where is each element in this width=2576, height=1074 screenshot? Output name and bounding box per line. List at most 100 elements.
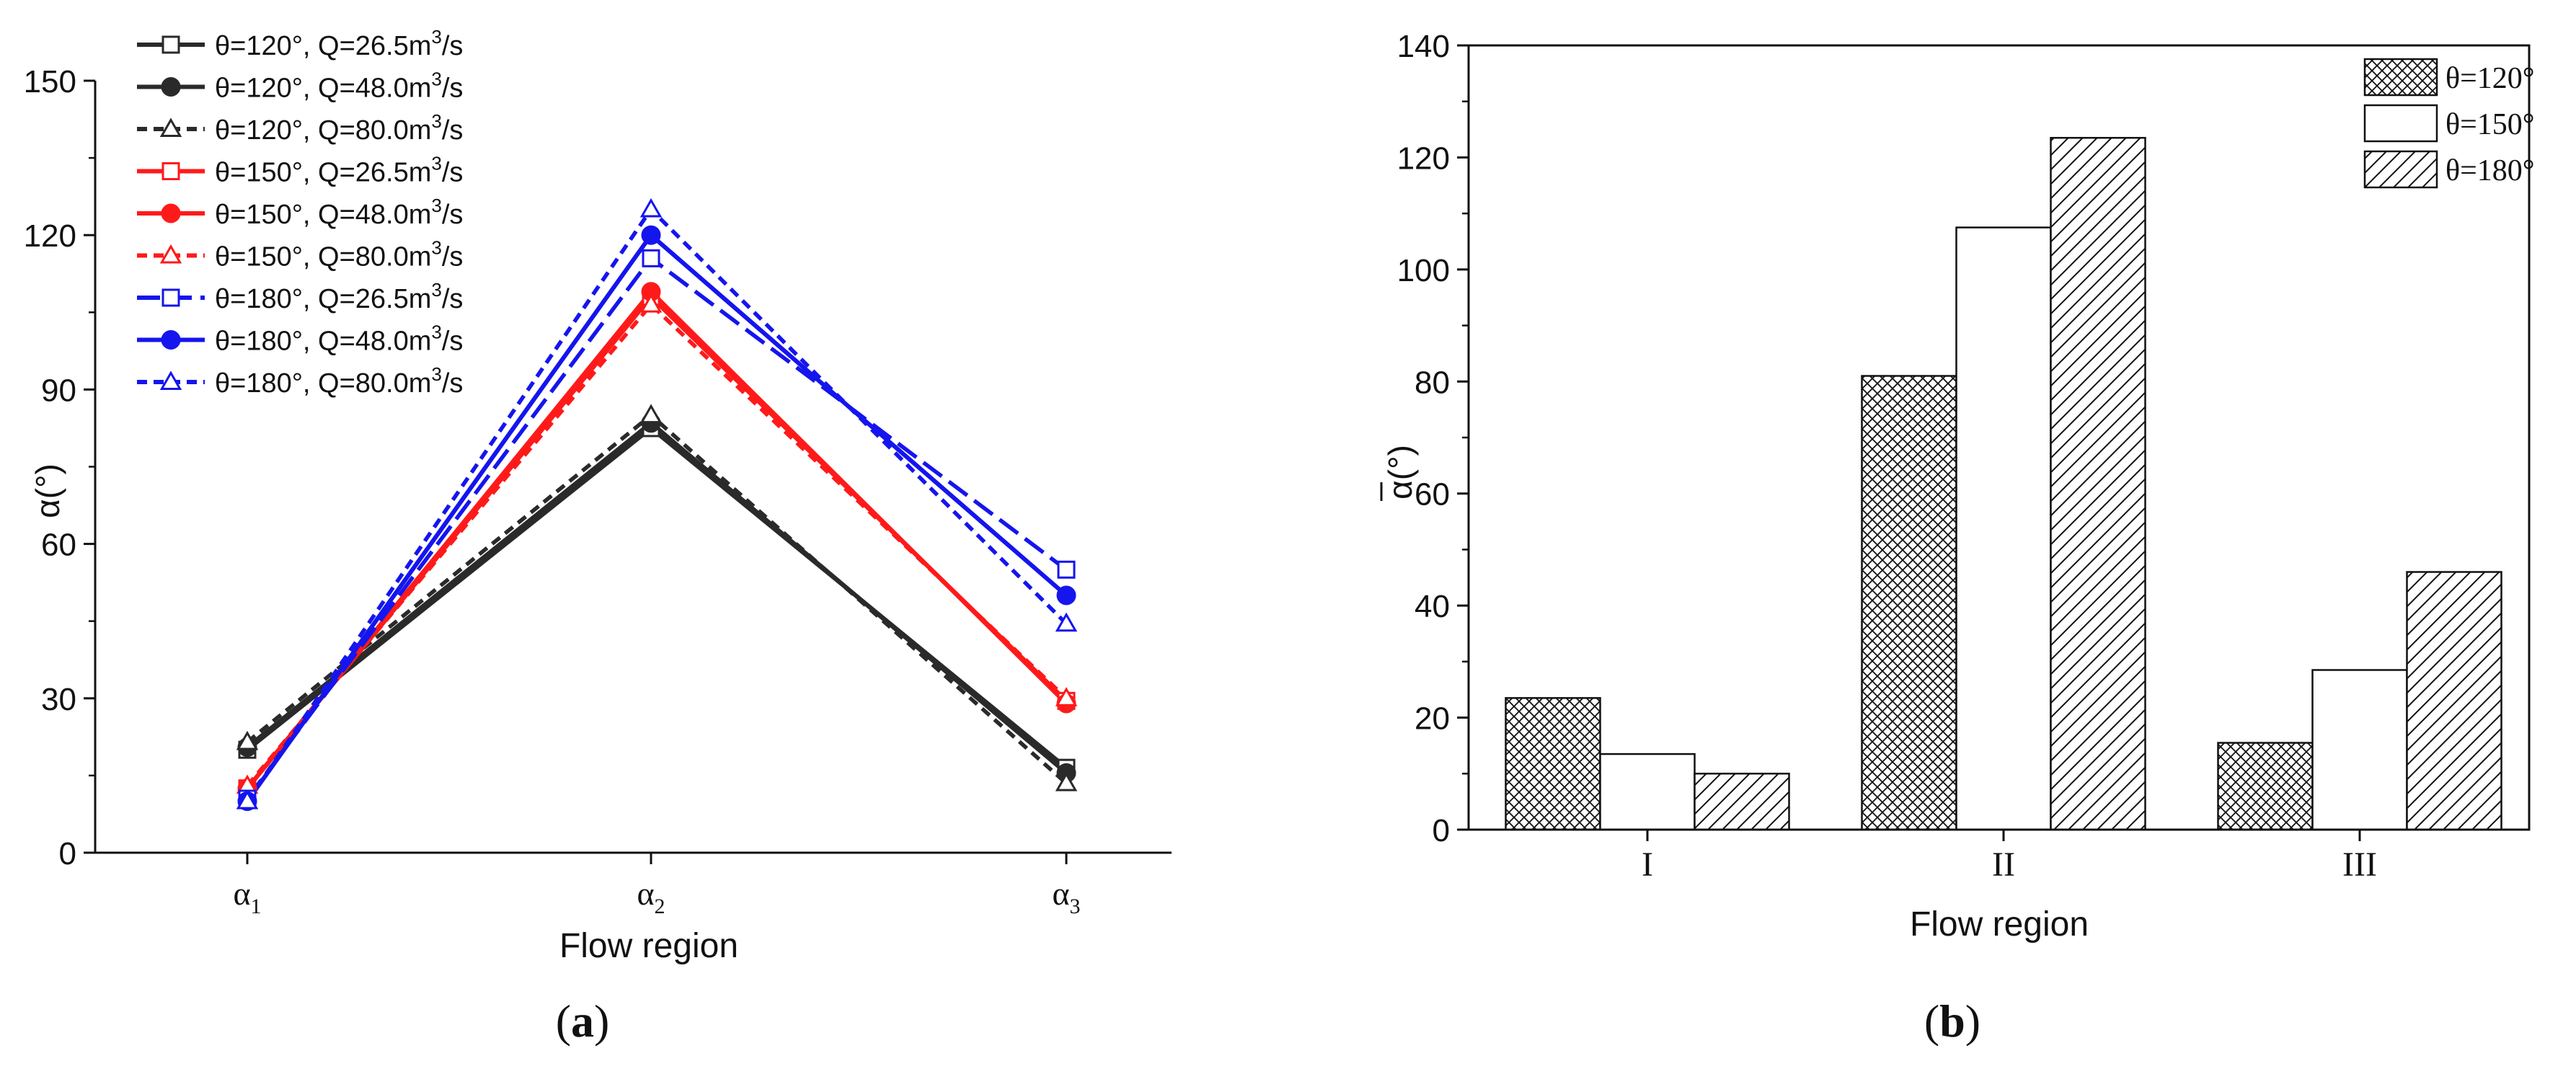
series-marker-square	[161, 162, 180, 180]
series-marker-triangle	[159, 244, 182, 264]
legend-label-unit: /s	[442, 327, 464, 357]
legend-label-text: θ=180°, Q=80.0m	[215, 368, 431, 399]
legend-swatch	[2363, 150, 2438, 189]
bar	[2311, 669, 2408, 831]
legend-label-text: θ=150°, Q=26.5m	[215, 158, 431, 188]
panel-a-x-tick-subscript: 1	[251, 895, 262, 918]
legend-label: θ=120°, Q=48.0m3/s	[215, 68, 463, 104]
legend-label: θ=120°, Q=80.0m3/s	[215, 110, 463, 146]
bar	[1694, 773, 1790, 831]
series-marker-triangle	[159, 370, 182, 390]
legend-label-superscript: 3	[431, 68, 441, 90]
series-marker-triangle	[639, 404, 663, 424]
panel-b-y-tick-label: 0	[1433, 813, 1450, 848]
legend-label-text: θ=150°, Q=80.0m	[215, 242, 431, 272]
panel-b-legend: θ=120° θ=150° θ=180°	[2363, 58, 2535, 189]
legend-label-superscript: 3	[431, 195, 441, 216]
legend-label-unit: /s	[442, 115, 464, 146]
legend-label: θ=180°, Q=80.0m3/s	[215, 363, 463, 399]
series-line	[246, 420, 1068, 775]
legend-label-superscript: 3	[431, 321, 441, 343]
series-marker-triangle	[639, 198, 663, 218]
legend-label-superscript: 3	[431, 26, 441, 48]
series-marker-circle	[161, 77, 181, 97]
legend-label: θ=180°	[2446, 154, 2535, 187]
panel-a-x-axis-title: Flow region	[559, 927, 738, 965]
series-line	[246, 425, 1068, 770]
panel-a-x-tick-symbol: α	[233, 875, 250, 912]
series-marker-circle	[161, 330, 181, 350]
series-marker-circle	[641, 225, 661, 245]
panel-a-x-tick-label: α1	[233, 875, 261, 918]
panel-b-y-tick-label: 120	[1397, 141, 1450, 176]
legend-swatch	[2363, 104, 2438, 143]
series-marker-circle	[1056, 585, 1076, 605]
panel-a-legend: θ=120°, Q=26.5m3/sθ=120°, Q=48.0m3/sθ=12…	[137, 26, 463, 399]
legend-label-unit: /s	[442, 242, 464, 272]
svg-text:α(°): α(°)	[1381, 445, 1419, 500]
series-line	[246, 413, 1068, 785]
legend-label-superscript: 3	[431, 110, 441, 132]
legend-label-unit: /s	[442, 158, 464, 188]
legend-label-unit: /s	[442, 284, 464, 314]
panel-b-y-axis-title-symbol: α	[1381, 480, 1419, 500]
panel-b-y-axis-title: α(°)	[1380, 445, 1419, 501]
bar	[2406, 571, 2502, 831]
legend-label-text: θ=120°, Q=80.0m	[215, 115, 431, 146]
panel-b-bars	[1505, 136, 2502, 831]
series-marker-circle	[161, 203, 181, 223]
bar	[1505, 697, 1601, 831]
panel-a-y-tick-label: 150	[24, 64, 76, 99]
panel-a-figure-label: (a)	[556, 995, 610, 1047]
panel-a-x-tick-subscript: 2	[655, 895, 665, 918]
bar	[1955, 226, 2052, 831]
legend-label-superscript: 3	[431, 237, 441, 259]
legend-label-superscript: 3	[431, 279, 441, 301]
legend-label: θ=150°	[2446, 108, 2535, 141]
legend-label: θ=180°, Q=48.0m3/s	[215, 321, 463, 357]
legend-label: θ=150°, Q=48.0m3/s	[215, 195, 463, 230]
panel-b-y-tick-label: 60	[1415, 477, 1450, 512]
bar	[1599, 753, 1696, 831]
legend-label-text: θ=150°, Q=48.0m	[215, 200, 431, 230]
series-marker-square	[161, 288, 180, 307]
series-marker-triangle	[236, 789, 259, 809]
panel-b-y-tick-label: 80	[1415, 365, 1450, 400]
panel-b-y-tick-label: 20	[1415, 701, 1450, 737]
panel-b-y-tick-label: 40	[1415, 589, 1450, 624]
series-marker-triangle	[1055, 771, 1078, 791]
panel-b-x-tick-label: III	[2342, 846, 2377, 884]
bar	[2050, 136, 2146, 831]
panel-a-y-tick-label: 120	[24, 218, 76, 254]
series-marker-triangle	[1055, 612, 1078, 632]
panel-b-x-tick-label: II	[1992, 846, 2015, 884]
panel-a-x-tick-subscript: 3	[1070, 895, 1081, 918]
legend-label: θ=150°, Q=80.0m3/s	[215, 237, 463, 272]
series-marker-triangle	[159, 117, 182, 137]
series-marker-triangle	[236, 730, 259, 750]
panel-a-x-tick-symbol: α	[637, 875, 654, 912]
panel-a-y-tick-label: 90	[41, 373, 76, 408]
panel-a-y-tick-label: 30	[41, 682, 76, 717]
panel-b-figure-label: (b)	[1924, 995, 1980, 1047]
series-line	[245, 233, 1068, 803]
legend-label-text: θ=120°, Q=48.0m	[215, 74, 431, 104]
legend-label: θ=120°, Q=26.5m3/s	[215, 26, 463, 61]
panel-b-axis-labels: Flow region α(°) (b)	[1380, 445, 2089, 1047]
panel-a-y-axis-title: α(°)	[29, 463, 66, 518]
panel-a-y-tick-label: 0	[59, 836, 76, 871]
panel-b-y-tick-label: 100	[1397, 253, 1450, 288]
legend-label-text: θ=180°, Q=48.0m	[215, 327, 431, 357]
legend-label-superscript: 3	[431, 153, 441, 174]
legend-label: θ=180°, Q=26.5m3/s	[215, 279, 463, 314]
legend-label-unit: /s	[442, 74, 464, 104]
legend-label-unit: /s	[442, 368, 464, 399]
series-marker-triangle	[639, 293, 663, 313]
panel-b-x-tick-label: I	[1642, 846, 1653, 884]
series-marker-square	[1057, 560, 1076, 579]
panel-a-x-tick-symbol: α	[1052, 875, 1069, 912]
